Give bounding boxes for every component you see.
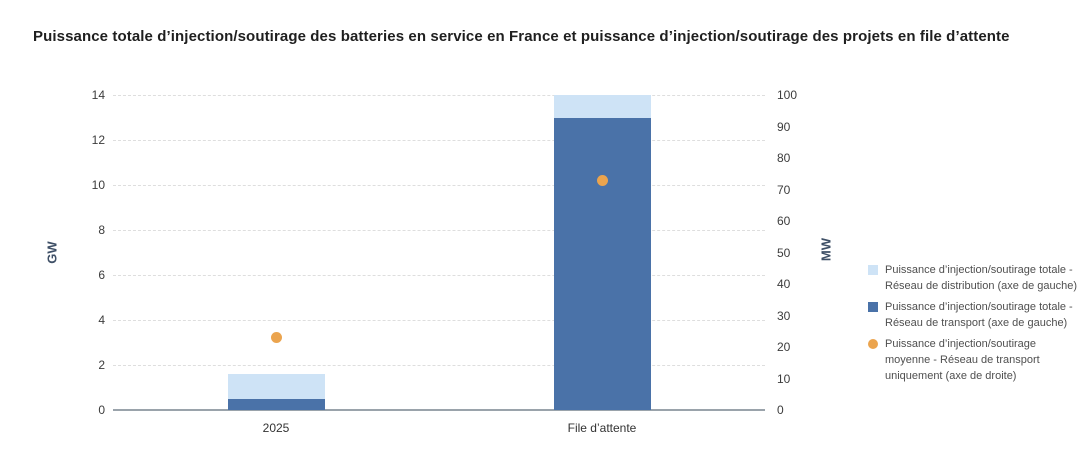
right-axis-tick-label: 50 [777, 246, 791, 260]
right-axis-tick-label: 30 [777, 309, 791, 323]
x-axis-category-label: File d’attente [567, 421, 637, 435]
legend-label: Puissance d’injection/soutirage moyenne … [885, 338, 1040, 382]
gridline [113, 275, 765, 276]
chart-title: Puissance totale d’injection/soutirage d… [33, 28, 1010, 45]
left-axis-tick-label: 0 [98, 403, 105, 417]
left-axis-tick-label: 10 [91, 178, 105, 192]
legend-marker-circle [868, 339, 878, 349]
right-axis-tick-label: 20 [777, 340, 791, 354]
left-axis-tick-label: 12 [91, 133, 105, 147]
bar-segment-distribution[interactable] [227, 374, 325, 399]
gridline [113, 365, 765, 366]
gridline [113, 185, 765, 186]
right-axis-title: MW [818, 237, 834, 262]
x-axis-category-label: 2025 [262, 421, 290, 435]
right-axis-tick-label: 90 [777, 120, 791, 134]
legend-item[interactable]: Puissance d’injection/soutirage moyenne … [868, 336, 1083, 384]
legend-label: Puissance d’injection/soutirage totale -… [885, 301, 1073, 329]
legend-item[interactable]: Puissance d’injection/soutirage totale -… [868, 299, 1083, 331]
right-axis-tick-label: 40 [777, 277, 791, 291]
right-axis-tick-label: 0 [777, 403, 784, 417]
gridline [113, 140, 765, 141]
data-point-average[interactable] [596, 174, 608, 186]
x-axis-line [113, 409, 765, 411]
legend-item[interactable]: Puissance d’injection/soutirage totale -… [868, 262, 1083, 294]
legend-label: Puissance d’injection/soutirage totale -… [885, 264, 1078, 292]
legend-marker-square [868, 302, 878, 312]
right-axis-tick-label: 10 [777, 372, 791, 386]
bar-segment-transport[interactable] [227, 398, 325, 410]
gridline [113, 230, 765, 231]
right-axis-tick-label: 70 [777, 183, 791, 197]
left-axis-title: GW [44, 241, 60, 264]
bar-segment-distribution[interactable] [553, 95, 651, 118]
right-axis-tick-label: 80 [777, 151, 791, 165]
gridline [113, 95, 765, 96]
bar-segment-transport[interactable] [553, 117, 651, 410]
left-axis-tick-label: 6 [98, 268, 105, 282]
legend: Puissance d’injection/soutirage totale -… [868, 262, 1083, 389]
left-axis-tick-label: 8 [98, 223, 105, 237]
left-axis-tick-label: 2 [98, 358, 105, 372]
right-axis-tick-label: 60 [777, 214, 791, 228]
left-axis-tick-label: 4 [98, 313, 105, 327]
left-axis-tick-label: 14 [91, 88, 105, 102]
data-point-average[interactable] [270, 332, 282, 344]
legend-marker-square [868, 265, 878, 275]
gridline [113, 320, 765, 321]
right-axis-tick-label: 100 [777, 88, 798, 102]
